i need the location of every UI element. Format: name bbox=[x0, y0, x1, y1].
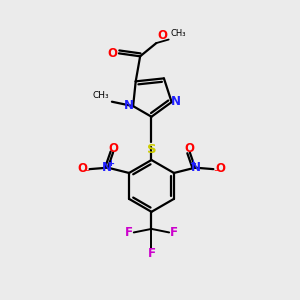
Text: O: O bbox=[216, 162, 226, 175]
Text: ⁻: ⁻ bbox=[213, 168, 218, 178]
Text: F: F bbox=[148, 247, 155, 260]
Text: +: + bbox=[107, 159, 114, 168]
Text: N: N bbox=[124, 99, 134, 112]
Text: F: F bbox=[125, 226, 133, 239]
Text: O: O bbox=[109, 142, 119, 155]
Text: CH₃: CH₃ bbox=[93, 91, 110, 100]
Text: CH₃: CH₃ bbox=[170, 29, 186, 38]
Text: +: + bbox=[189, 159, 196, 168]
Text: O: O bbox=[77, 162, 87, 175]
Text: N: N bbox=[170, 95, 181, 108]
Text: O: O bbox=[184, 142, 194, 155]
Text: S: S bbox=[147, 143, 156, 156]
Text: O: O bbox=[158, 28, 168, 42]
Text: N: N bbox=[102, 160, 112, 174]
Text: F: F bbox=[170, 226, 178, 239]
Text: ⁻: ⁻ bbox=[85, 168, 90, 178]
Text: O: O bbox=[107, 47, 118, 60]
Text: N: N bbox=[191, 160, 201, 174]
